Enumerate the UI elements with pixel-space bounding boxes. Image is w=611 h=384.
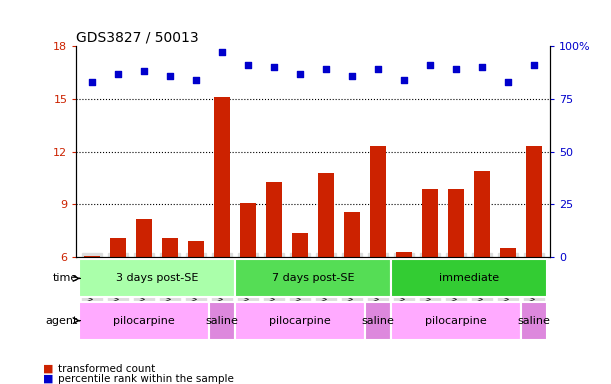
Bar (136, 218, 152, 363)
Point (321, 66, 331, 72)
Bar (345, 212, 360, 363)
Point (217, 49, 227, 55)
Point (191, 77, 201, 83)
Bar (292, 233, 308, 363)
Bar (188, 242, 204, 363)
Point (373, 66, 383, 72)
Point (113, 70, 123, 76)
Text: time: time (53, 273, 78, 283)
FancyBboxPatch shape (235, 302, 365, 340)
Point (400, 77, 409, 83)
Text: transformed count: transformed count (58, 364, 155, 374)
Text: pilocarpine: pilocarpine (113, 316, 175, 326)
Text: ■: ■ (43, 374, 53, 384)
Point (165, 73, 175, 79)
Bar (448, 189, 464, 363)
Point (139, 68, 149, 74)
Point (452, 66, 461, 72)
FancyBboxPatch shape (391, 260, 547, 298)
Point (477, 64, 487, 70)
Text: immediate: immediate (439, 273, 499, 283)
Bar (422, 189, 438, 363)
Bar (214, 97, 230, 363)
Text: 7 days post-SE: 7 days post-SE (272, 273, 354, 283)
Point (529, 62, 539, 68)
Bar (475, 171, 490, 363)
Bar (370, 146, 386, 363)
Text: GDS3827 / 50013: GDS3827 / 50013 (76, 31, 199, 45)
Bar (318, 173, 334, 363)
FancyBboxPatch shape (209, 302, 235, 340)
Point (87, 79, 97, 85)
Bar (84, 255, 100, 363)
Point (269, 64, 279, 70)
FancyBboxPatch shape (521, 302, 547, 340)
FancyBboxPatch shape (391, 302, 521, 340)
Text: saline: saline (362, 316, 395, 326)
Point (425, 62, 435, 68)
Bar (163, 238, 178, 363)
FancyBboxPatch shape (235, 260, 391, 298)
Point (295, 70, 305, 76)
Text: saline: saline (206, 316, 238, 326)
Bar (500, 248, 516, 363)
Text: saline: saline (518, 316, 551, 326)
Point (243, 62, 253, 68)
FancyBboxPatch shape (79, 260, 235, 298)
Point (347, 73, 357, 79)
Text: agent: agent (45, 316, 78, 326)
Bar (266, 182, 282, 363)
Text: 3 days post-SE: 3 days post-SE (116, 273, 198, 283)
Text: ■: ■ (43, 364, 53, 374)
FancyBboxPatch shape (365, 302, 391, 340)
Bar (240, 203, 256, 363)
Bar (397, 252, 412, 363)
Text: percentile rank within the sample: percentile rank within the sample (58, 374, 234, 384)
FancyBboxPatch shape (79, 302, 209, 340)
Text: pilocarpine: pilocarpine (425, 316, 487, 326)
Text: pilocarpine: pilocarpine (269, 316, 331, 326)
Bar (527, 146, 542, 363)
Point (503, 79, 513, 85)
Bar (110, 238, 126, 363)
